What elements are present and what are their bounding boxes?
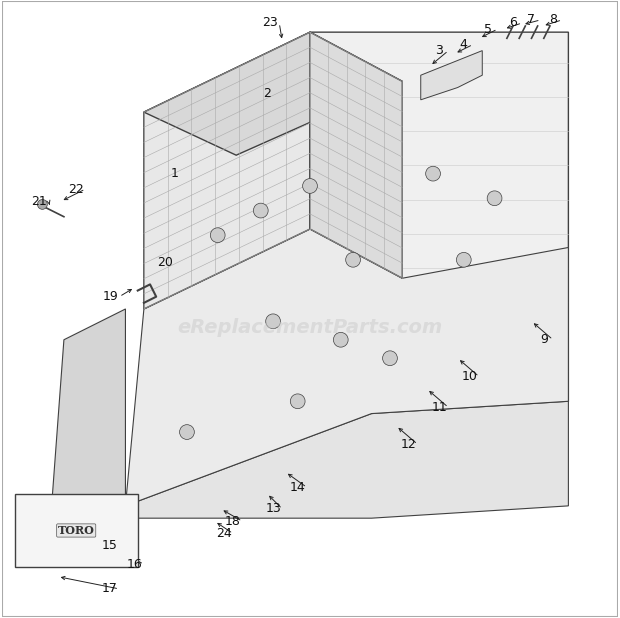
- Polygon shape: [421, 51, 482, 100]
- Circle shape: [426, 166, 440, 181]
- Circle shape: [180, 425, 194, 439]
- Text: 14: 14: [290, 481, 306, 494]
- Circle shape: [346, 252, 360, 267]
- Text: 10: 10: [462, 370, 478, 383]
- Polygon shape: [15, 494, 138, 567]
- Text: 7: 7: [528, 14, 536, 27]
- Text: 15: 15: [102, 540, 118, 552]
- Text: 12: 12: [401, 438, 416, 451]
- Text: 16: 16: [126, 558, 143, 571]
- Text: 3: 3: [435, 44, 443, 57]
- Circle shape: [456, 252, 471, 267]
- Text: 4: 4: [460, 38, 467, 51]
- Polygon shape: [310, 32, 569, 506]
- Circle shape: [266, 314, 280, 329]
- Text: 8: 8: [549, 14, 557, 27]
- Text: 9: 9: [540, 333, 547, 346]
- Text: 2: 2: [263, 87, 271, 100]
- Circle shape: [37, 200, 47, 210]
- Text: 20: 20: [157, 256, 174, 269]
- Text: 6: 6: [509, 17, 517, 30]
- Text: 19: 19: [102, 290, 118, 303]
- Circle shape: [210, 228, 225, 242]
- Polygon shape: [125, 401, 569, 518]
- Text: 21: 21: [32, 195, 47, 208]
- Circle shape: [334, 332, 348, 347]
- Text: 1: 1: [170, 167, 179, 180]
- Text: 11: 11: [432, 401, 447, 414]
- Polygon shape: [51, 309, 125, 506]
- Circle shape: [254, 203, 268, 218]
- Text: TORO: TORO: [58, 525, 95, 536]
- Circle shape: [487, 191, 502, 206]
- Polygon shape: [310, 32, 402, 278]
- Text: 17: 17: [102, 582, 118, 595]
- Text: 23: 23: [262, 17, 278, 30]
- Polygon shape: [125, 229, 569, 506]
- Text: eReplacementParts.com: eReplacementParts.com: [177, 318, 443, 337]
- Circle shape: [303, 179, 317, 193]
- Polygon shape: [144, 32, 310, 309]
- Text: 13: 13: [265, 502, 281, 515]
- Text: 18: 18: [225, 515, 241, 528]
- Text: 22: 22: [68, 182, 84, 195]
- Polygon shape: [144, 32, 402, 155]
- Circle shape: [290, 394, 305, 408]
- Text: 5: 5: [484, 23, 492, 36]
- Circle shape: [383, 351, 397, 366]
- Text: 24: 24: [216, 527, 232, 540]
- Polygon shape: [51, 309, 125, 506]
